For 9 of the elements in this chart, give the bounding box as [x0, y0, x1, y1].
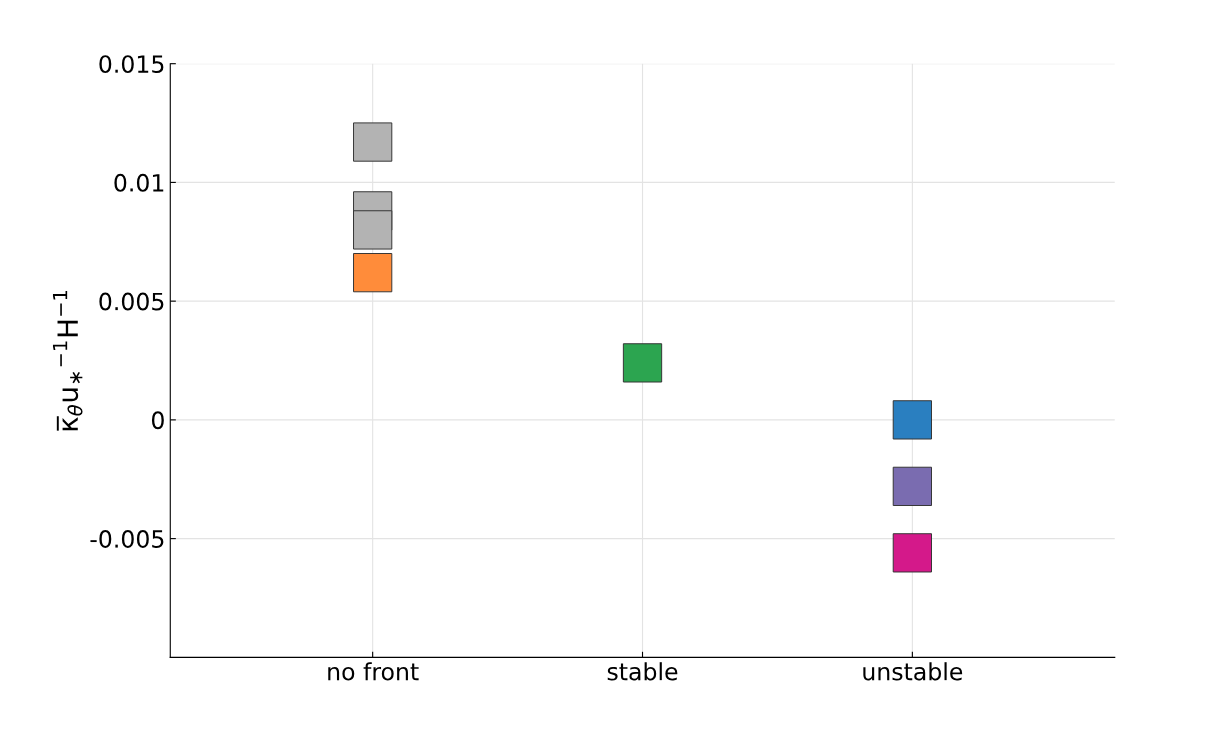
x-tick-label: unstable: [863, 662, 963, 681]
y-tick-label: 0: [151, 411, 164, 430]
x-tick-label: no front: [328, 662, 419, 681]
x-tick-label: stable: [607, 662, 678, 681]
y-tick-label: 0.01: [114, 173, 164, 192]
y-axis-title: κ̅$_{θ}$u$_{∗}$$^{−1}$H$^{−1}$: [52, 290, 83, 431]
y-tick-label: -0.005: [90, 530, 164, 548]
y-tick-label: 0.005: [99, 292, 164, 311]
y-tick-label: 0.015: [99, 55, 164, 73]
